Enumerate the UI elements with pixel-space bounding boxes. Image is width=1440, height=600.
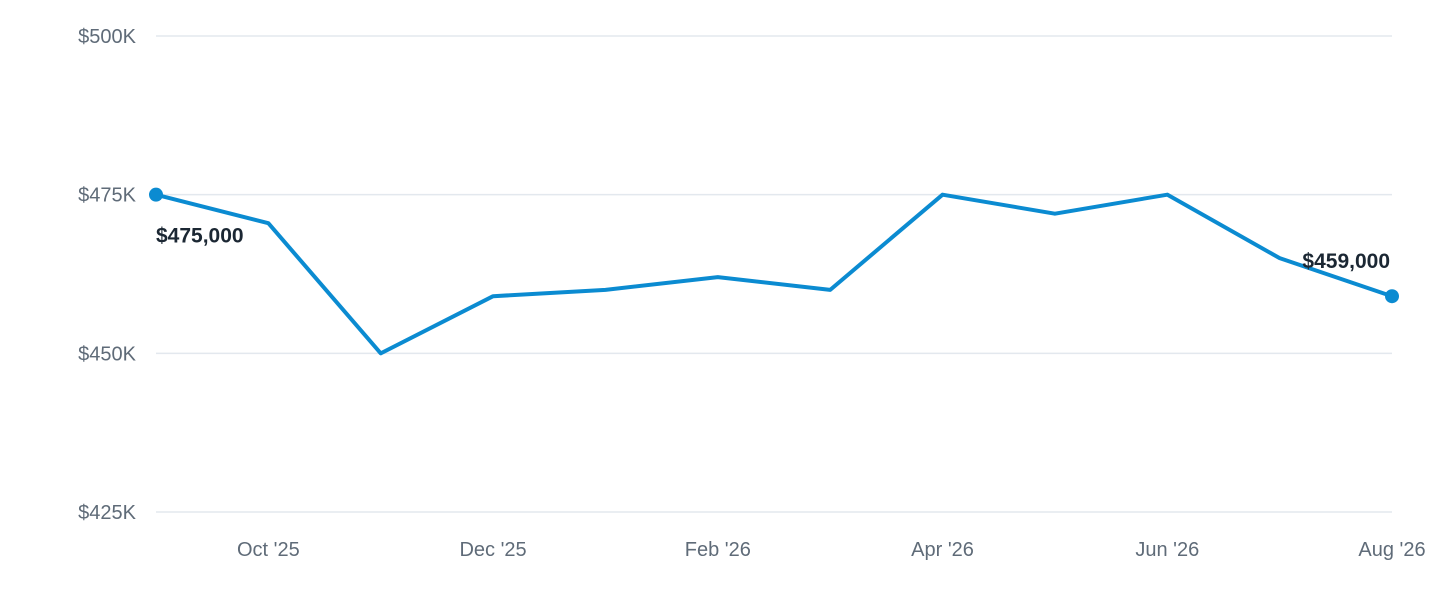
data-label-layer: $475,000 $459,000 [156,225,1390,274]
y-tick-label: $425K [78,502,136,524]
marker-layer [149,187,1399,304]
x-tick-label: Feb '26 [685,539,751,561]
x-tick-label: Dec '25 [459,539,526,561]
grid-lines [156,35,1392,513]
x-tick-label: Oct '25 [237,539,300,561]
endpoint-marker [1385,289,1399,304]
x-tick-label: Jun '26 [1135,539,1199,561]
y-tick-label: $450K [78,343,136,365]
x-tick-label: Apr '26 [911,539,974,561]
series-line-0 [154,192,1394,356]
x-axis: Oct '25 Dec '25 Feb '26 Apr '26 Jun '26 Aug '… [237,539,1426,561]
x-tick-label: Aug '26 [1358,539,1425,561]
data-label: $459,000 [1302,250,1390,273]
data-label: $475,000 [156,225,244,248]
y-axis: $500K $475K $450K $425K [78,26,136,524]
series-layer [154,192,1394,356]
y-tick-label: $475K [78,185,136,207]
y-tick-label: $500K [78,26,136,48]
endpoint-marker [149,187,163,202]
